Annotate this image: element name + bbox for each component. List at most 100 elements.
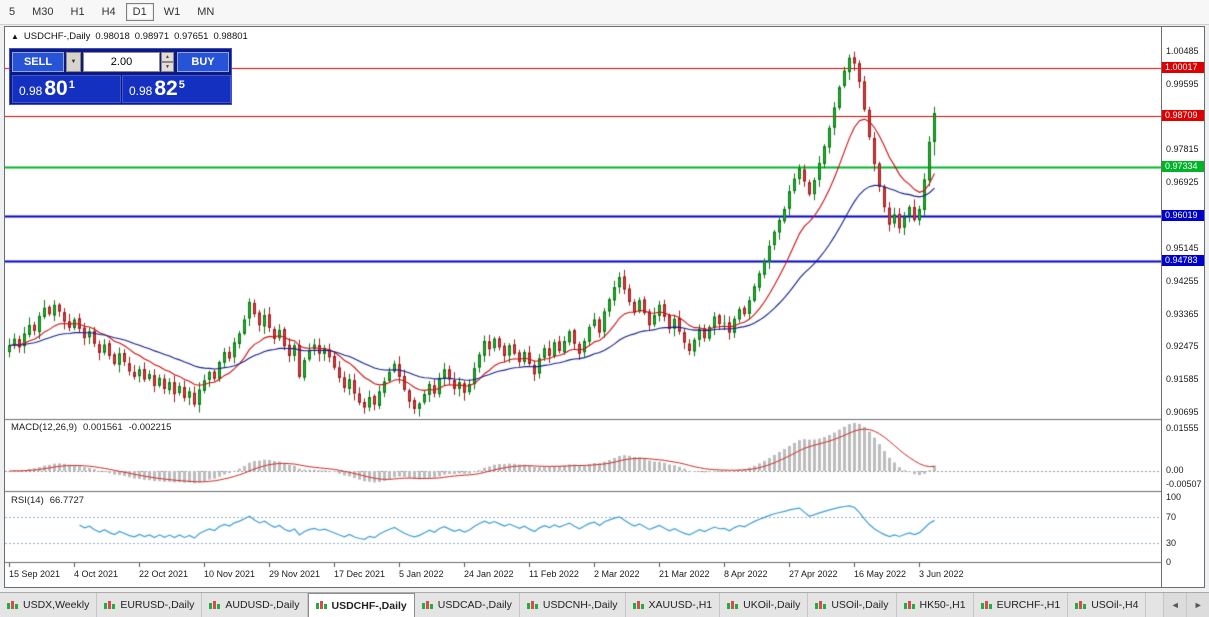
price-axis-label: 0.99595 — [1166, 78, 1199, 89]
chart-symbol-label: USDCHF-,Daily — [23, 31, 91, 42]
buy-price-pip: 5 — [178, 78, 185, 91]
timeframe-button-d1[interactable]: D1 — [125, 3, 154, 21]
mini-chart-icon — [421, 600, 433, 611]
hline-price-tag: 0.96019 — [1162, 209, 1204, 221]
macd-axis-label: -0.00507 — [1166, 479, 1202, 489]
timeframe-button-m30[interactable]: M30 — [32, 6, 54, 18]
chevron-down-icon: ▼ — [70, 59, 77, 65]
chart-tab-label: USOil-,Daily — [831, 599, 889, 611]
mini-chart-icon — [526, 600, 538, 611]
tab-scroll-buttons: ◄ ► — [1163, 593, 1209, 617]
chart-tab-label: USDX,Weekly — [23, 599, 90, 611]
time-axis[interactable]: 15 Sep 2021 4 Oct 2021 22 Oct 2021 10 Nov 2… — [5, 563, 1161, 587]
chart-tab-usdchf-daily[interactable]: USDCHF-,Daily — [307, 593, 415, 617]
mini-chart-icon — [815, 600, 827, 611]
chart-tab-label: AUDUSD-,Daily — [225, 599, 300, 611]
rsi-axis-label: 70 — [1166, 511, 1177, 522]
chart-tab-audusd-daily[interactable]: AUDUSD-,Daily — [202, 593, 308, 617]
mini-chart-icon — [632, 600, 644, 611]
price-axis-label: 0.91585 — [1166, 374, 1199, 385]
date-axis-label: 3 Jun 2022 — [919, 569, 964, 579]
chart-tab-eurusd-daily[interactable]: EURUSD-,Daily — [97, 593, 203, 617]
date-axis-label: 11 Feb 2022 — [529, 569, 579, 579]
price-axis-label: 0.94255 — [1166, 275, 1199, 286]
date-axis-label: 5 Jan 2022 — [399, 569, 444, 579]
date-axis-label: 4 Oct 2021 — [74, 569, 119, 579]
quote-high: 0.98971 — [134, 31, 170, 42]
mini-chart-icon — [727, 600, 739, 611]
tab-scroll-right-button[interactable]: ► — [1186, 593, 1209, 617]
buy-button[interactable]: BUY — [177, 52, 229, 72]
macd-indicator-label: MACD(12,26,9) 0.001561 -0.002215 — [11, 422, 171, 433]
rsi-value: 66.7727 — [49, 495, 85, 506]
chart-tab-label: USDCAD-,Daily — [437, 599, 512, 611]
timeframe-button-5[interactable]: 5 — [9, 6, 16, 18]
trade-panel-collapse-icon[interactable]: ▲ — [11, 32, 19, 41]
chart-tabs: USDX,Weekly EURUSD-,Daily AUDUSD-,Daily USD… — [0, 593, 1163, 617]
hline-price-tag: 0.98709 — [1162, 110, 1204, 122]
quote-close: 0.98801 — [213, 31, 248, 42]
chart-ohlc-header: ▲ USDCHF-,Daily 0.98018 0.98971 0.97651 0.988… — [11, 31, 253, 42]
one-click-trade-panel: SELL ▼ ▲ ▼ BUY 0.98 80 1 0.98 82 5 — [9, 48, 232, 105]
chart-tab-label: USOil-,H4 — [1091, 599, 1139, 611]
sell-price-button[interactable]: 0.98 80 1 — [12, 75, 121, 103]
chart-tab-label: EURCHF-,H1 — [996, 599, 1061, 611]
date-axis-label: 16 May 2022 — [854, 569, 907, 579]
timeframe-button-mn[interactable]: MN — [197, 6, 215, 18]
chart-tab-label: EURUSD-,Daily — [120, 599, 195, 611]
date-axis-label: 24 Jan 2022 — [464, 569, 514, 579]
rsi-axis-label: 100 — [1166, 492, 1182, 502]
price-axis-label: 1.00485 — [1166, 46, 1199, 56]
chart-tab-label: UKOil-,Daily — [743, 599, 801, 611]
chart-tab-xauusd-h1[interactable]: XAUUSD-,H1 — [626, 593, 721, 617]
macd-axis-label: 0.01555 — [1166, 423, 1199, 433]
volume-input[interactable] — [83, 52, 160, 72]
chart-tab-label: XAUUSD-,H1 — [648, 599, 713, 611]
macd-signal-value: -0.002215 — [128, 422, 172, 433]
hline-price-tag: 0.97334 — [1162, 161, 1204, 173]
price-axis-label: 0.97815 — [1166, 144, 1199, 155]
mini-chart-icon — [7, 600, 18, 611]
tab-scroll-left-button[interactable]: ◄ — [1164, 593, 1187, 617]
chart-tab-ukoil-daily[interactable]: UKOil-,Daily — [720, 593, 809, 617]
timeframe-button-w1[interactable]: W1 — [163, 6, 181, 18]
chart-tab-eurchf-h1[interactable]: EURCHF-,H1 — [974, 593, 1069, 617]
date-axis-label: 15 Sep 2021 — [9, 569, 61, 579]
mini-chart-icon — [980, 600, 992, 611]
rsi-axis-label: 30 — [1166, 537, 1177, 548]
volume-decrement-button[interactable]: ▼ — [161, 62, 174, 72]
mini-chart-icon — [315, 600, 327, 611]
price-chart-canvas[interactable] — [5, 27, 1161, 587]
date-axis-label: 8 Apr 2022 — [724, 569, 768, 579]
price-axis-label: 0.93365 — [1166, 308, 1199, 319]
volume-increment-button[interactable]: ▲ — [161, 52, 174, 62]
lot-dropdown-button[interactable]: ▼ — [66, 52, 81, 72]
buy-price-button[interactable]: 0.98 82 5 — [122, 75, 231, 103]
price-axis-label: 0.92475 — [1166, 341, 1199, 352]
quote-low: 0.97651 — [174, 31, 209, 42]
chart-tab-usdcad-daily[interactable]: USDCAD-,Daily — [415, 593, 520, 617]
price-axis[interactable]: 1.004850.995950.987050.978150.969250.960… — [1161, 27, 1204, 587]
chart-tab-usoil-daily[interactable]: USOil-,Daily — [808, 593, 897, 617]
mini-chart-icon — [1075, 600, 1087, 611]
timeframe-button-h4[interactable]: H4 — [101, 6, 116, 18]
mini-chart-icon — [209, 600, 221, 611]
sell-button[interactable]: SELL — [12, 52, 64, 72]
rsi-indicator-label: RSI(14) 66.7727 — [11, 495, 84, 506]
hline-price-tag: 0.94783 — [1162, 255, 1204, 267]
chart-tab-label: HK50-,H1 — [919, 599, 966, 611]
chart-tab-label: USDCNH-,Daily — [542, 599, 618, 611]
chart-tab-usdx-weekly[interactable]: USDX,Weekly — [0, 593, 98, 617]
timeframe-button-h1[interactable]: H1 — [70, 6, 85, 18]
timeframe-button-group: 5 M30 H1 H4 D1 W1 MN — [2, 3, 224, 21]
chart-tab-hk50-h1[interactable]: HK50-,H1 — [897, 593, 974, 617]
date-axis-label: 2 Mar 2022 — [594, 569, 640, 579]
chart-tab-usoil-h4[interactable]: USOil-,H4 — [1068, 593, 1147, 617]
chart-tab-usdcnh-daily[interactable]: USDCNH-,Daily — [520, 593, 626, 617]
sell-price-big: 80 — [44, 77, 68, 100]
price-axis-label: 0.90695 — [1166, 406, 1199, 417]
date-axis-label: 27 Apr 2022 — [789, 569, 838, 579]
sell-price-pip: 1 — [68, 78, 75, 91]
date-axis-label: 10 Nov 2021 — [204, 569, 256, 579]
